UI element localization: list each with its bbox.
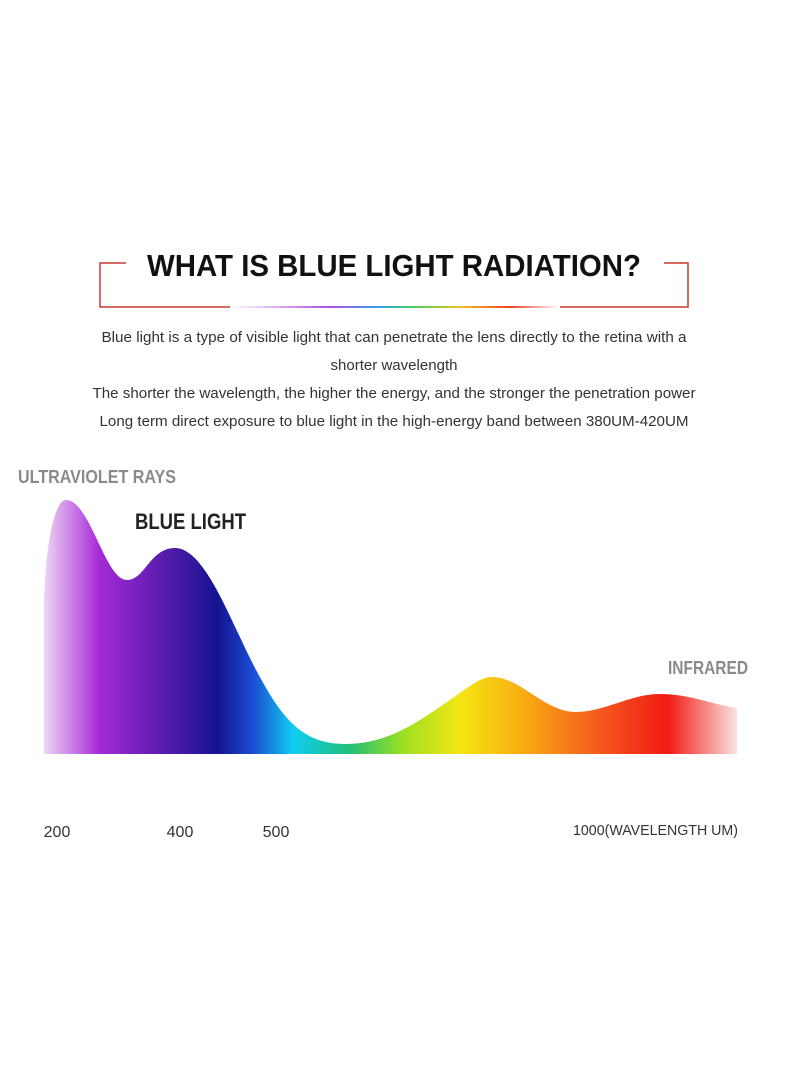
intro: Blue light is a type of visible light th… bbox=[93, 329, 696, 430]
ultraviolet-label: ULTRAVIOLET RAYS bbox=[18, 467, 176, 487]
axis-label: 500 bbox=[263, 824, 290, 841]
intro-line: Long term direct exposure to blue light … bbox=[100, 413, 689, 430]
intro-line: Blue light is a type of visible light th… bbox=[102, 329, 688, 346]
axis-label: 200 bbox=[44, 824, 71, 841]
intro-line: The shorter the wavelength, the higher t… bbox=[93, 385, 696, 402]
infrared-label: INFRARED bbox=[668, 658, 748, 678]
rainbow-rule bbox=[230, 306, 560, 308]
spectrum-curve bbox=[44, 500, 737, 754]
axis-label: 1000(WAVELENGTH UM) bbox=[573, 822, 738, 839]
title: WHAT IS BLUE LIGHT RADIATION? bbox=[147, 248, 641, 283]
blue-light-label: BLUE LIGHT bbox=[135, 509, 246, 534]
axis-label: 400 bbox=[167, 824, 194, 841]
intro-line: shorter wavelength bbox=[331, 357, 458, 374]
axis-labels: 200 400 500 1000(WAVELENGTH UM) bbox=[44, 822, 738, 841]
